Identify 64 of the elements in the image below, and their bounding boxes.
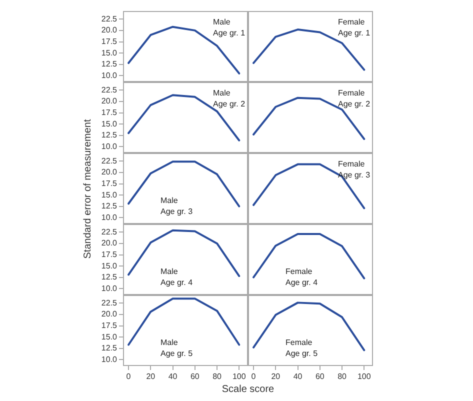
y-tick-label: 20.0 — [101, 168, 118, 177]
y-tick-label: 10.0 — [101, 70, 118, 80]
annotation: Age gr. 1 — [213, 28, 246, 38]
annotation: Male — [160, 338, 178, 348]
annotation: Age gr. 2 — [338, 99, 371, 108]
y-tick-label: 15.0 — [101, 190, 118, 200]
y-tick-label: 10.0 — [101, 284, 118, 293]
y-tick-label: 22.5 — [101, 14, 118, 24]
annotation: Age gr. 4 — [286, 278, 318, 288]
x-tick-label: 80 — [212, 372, 222, 382]
y-tick-label: 22.5 — [101, 298, 118, 308]
annotation: Age gr. 5 — [160, 349, 194, 358]
y-tick-label: 20.0 — [101, 26, 118, 35]
y-tick-label: 12.5 — [101, 130, 118, 140]
annotation: Age gr. 1 — [338, 28, 371, 38]
y-tick-label: 15.0 — [101, 119, 118, 128]
y-tick-label: 12.5 — [101, 202, 118, 211]
y-tick-label: 17.5 — [101, 178, 118, 188]
annotation: Male — [160, 196, 178, 206]
annotation: Age gr. 4 — [160, 278, 194, 288]
x-tick-label: 100 — [232, 372, 246, 382]
x-tick-label: 40 — [293, 372, 303, 382]
annotation: Female — [338, 17, 366, 26]
y-tick-label: 17.5 — [101, 108, 118, 117]
y-tick-label: 20.0 — [101, 96, 118, 106]
x-tick-label: 0 — [126, 372, 132, 382]
annotation: Male — [213, 88, 231, 98]
y-tick-label: 17.5 — [101, 250, 118, 259]
annotation: Age gr. 5 — [286, 349, 318, 358]
annotation: Female — [338, 159, 366, 168]
y-tick-label: 22.5 — [101, 156, 118, 166]
x-tick-label: 0 — [251, 372, 256, 382]
y-tick-label: 22.5 — [101, 85, 118, 94]
x-tick-label: 40 — [168, 372, 178, 382]
annotation: Male — [160, 267, 178, 276]
y-tick-label: 17.5 — [101, 320, 118, 330]
y-tick-label: 20.0 — [101, 310, 118, 319]
annotation: Female — [338, 88, 366, 98]
x-tick-label: 80 — [338, 372, 348, 382]
y-tick-label: 22.5 — [101, 227, 118, 236]
annotation: Female — [286, 267, 313, 276]
y-tick-label: 15.0 — [101, 48, 118, 58]
x-tick-label: 60 — [315, 372, 325, 382]
x-tick-label: 20 — [271, 372, 281, 382]
y-tick-label: 12.5 — [101, 272, 118, 282]
y-tick-label: 12.5 — [101, 344, 118, 353]
y-tick-label: 10.0 — [101, 354, 118, 364]
annotation: Age gr. 3 — [338, 170, 371, 180]
x-tick-label: 100 — [357, 372, 372, 382]
y-tick-label: 10.0 — [101, 212, 118, 222]
y-tick-label: 15.0 — [101, 332, 118, 342]
y-tick-label: 15.0 — [101, 261, 118, 270]
annotation: Male — [213, 17, 231, 26]
annotation: Female — [286, 338, 313, 348]
y-tick-label: 17.5 — [101, 36, 118, 46]
y-axis-title: Standard error of measurement — [82, 118, 94, 258]
annotation: Age gr. 3 — [160, 207, 194, 216]
y-tick-label: 10.0 — [101, 142, 118, 151]
annotation: Age gr. 2 — [213, 99, 246, 108]
y-tick-label: 12.5 — [101, 60, 118, 69]
y-tick-label: 20.0 — [101, 238, 118, 248]
x-axis-title: Scale score — [222, 384, 274, 395]
x-tick-label: 20 — [146, 372, 156, 382]
x-tick-label: 60 — [190, 372, 200, 382]
